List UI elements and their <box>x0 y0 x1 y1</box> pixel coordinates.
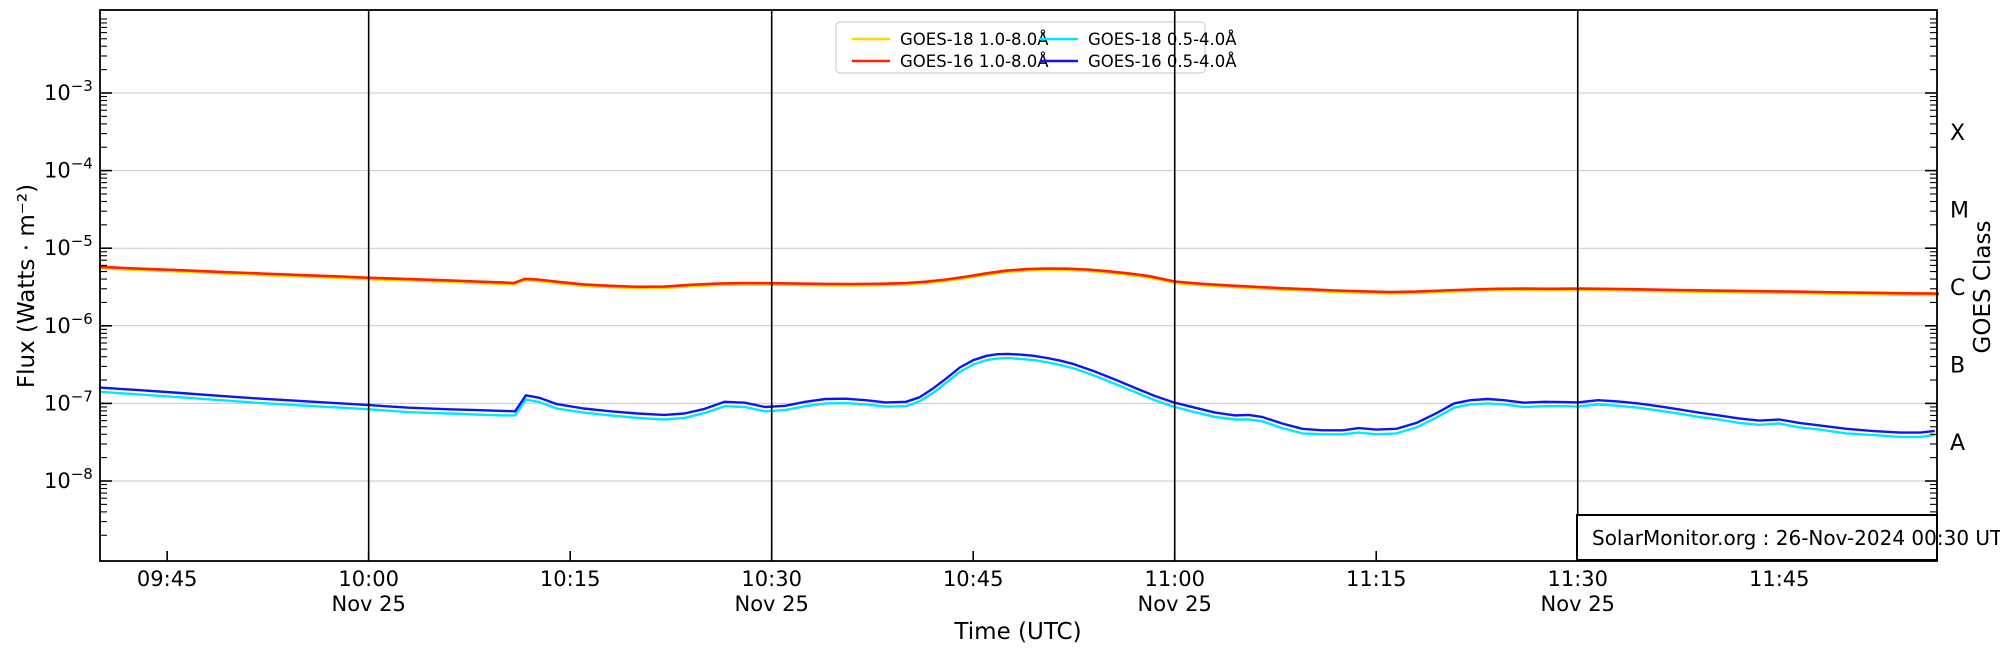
x-tick-label: 11:30 <box>1547 567 1608 591</box>
plot-frame <box>99 9 1938 562</box>
x-tick-label: 10:45 <box>943 567 1004 591</box>
series-line-GOES-16 0.5-4.0Å <box>98 352 1935 434</box>
x-tick-label: 10:15 <box>540 567 601 591</box>
series-line-GOES-18 0.5-4.0Å <box>98 356 1935 439</box>
goes-class-letter-A: A <box>1950 431 1965 456</box>
x-tick-day-label: Nov 25 <box>735 592 809 616</box>
x-tick-day-label: Nov 25 <box>1138 592 1212 616</box>
series-line-GOES-18 1.0-8.0Å <box>98 266 1940 297</box>
x-tick-label: 10:00 <box>338 567 399 591</box>
goes-class-letter-X: X <box>1950 121 1965 146</box>
watermark-text: SolarMonitor.org : 26-Nov-2024 00:30 UTC <box>1592 525 2000 550</box>
x-tick-label: 11:15 <box>1346 567 1407 591</box>
x-tick-day-label: Nov 25 <box>331 592 405 616</box>
y-tick-labels: 10−3 10−4 10−5 10−6 10−7 10−8 <box>44 77 93 493</box>
goes-class-letter-C: C <box>1950 276 1965 301</box>
goes-class-letter-M: M <box>1950 198 1969 223</box>
y-axis-label-flux: Flux (Watts · m⁻²) <box>14 183 40 389</box>
series-line-GOES-16 1.0-8.0Å <box>98 265 1940 295</box>
legend-label: GOES-16 1.0-8.0Å <box>900 52 1049 71</box>
series-lines <box>98 265 1940 439</box>
goes-class-letter-B: B <box>1950 354 1965 379</box>
x-tick-label: 10:30 <box>741 567 802 591</box>
day-boundary-lines <box>367 10 1579 561</box>
legend: GOES-18 1.0-8.0Å GOES-16 1.0-8.0Å GOES-18 … <box>835 21 1237 74</box>
plot-area <box>100 10 1937 561</box>
y-tick-label: 10−7 <box>44 387 93 415</box>
legend-label: GOES-18 0.5-4.0Å <box>1088 30 1237 49</box>
x-tick-label: 09:45 <box>137 567 198 591</box>
x-axis-label-time: Time (UTC) <box>954 619 1082 645</box>
x-tick-day-label: Nov 25 <box>1541 592 1615 616</box>
y-tick-label: 10−6 <box>44 310 93 338</box>
watermark-box: SolarMonitor.org : 26-Nov-2024 00:30 UTC <box>1576 514 2000 561</box>
x-tick-label: 11:45 <box>1749 567 1810 591</box>
y-tick-label: 10−8 <box>44 465 93 493</box>
goes-class-letters: X M C B A <box>1950 121 1969 456</box>
legend-label: GOES-16 0.5-4.0Å <box>1088 52 1237 71</box>
y-tick-label: 10−5 <box>44 232 93 260</box>
gridlines <box>100 92 1937 482</box>
legend-box <box>835 21 1206 74</box>
legend-label: GOES-18 1.0-8.0Å <box>900 30 1049 49</box>
y-axis-label-goes-class: GOES Class <box>1970 220 1996 354</box>
y-tick-label: 10−4 <box>44 155 93 183</box>
x-tick-label: 11:00 <box>1144 567 1205 591</box>
y-tick-label: 10−3 <box>44 77 93 105</box>
